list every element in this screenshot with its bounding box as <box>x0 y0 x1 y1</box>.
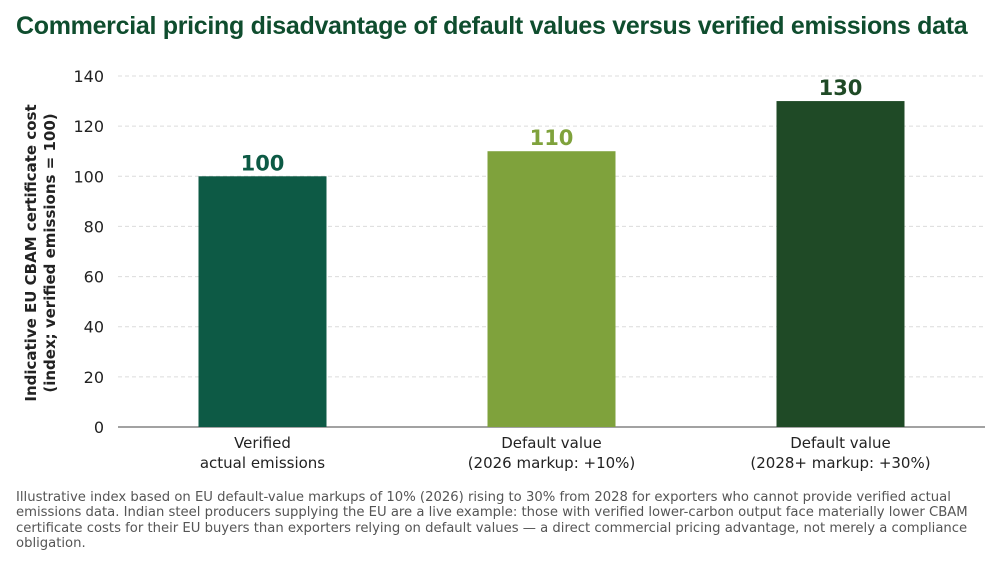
x-tick-label: (2026 markup: +10%) <box>468 454 636 472</box>
y-tick-label: 40 <box>84 318 104 337</box>
x-tick-label: (2028+ markup: +30%) <box>750 454 930 472</box>
x-tick-label: Default value <box>501 434 602 452</box>
y-tick-label: 80 <box>84 217 104 236</box>
bar-value-label: 100 <box>241 151 285 175</box>
chart-title: Commercial pricing disadvantage of defau… <box>16 12 968 40</box>
x-axis-ticks: Verified actual emissions Default value (20… <box>200 434 931 472</box>
bars: 100 110 130 <box>198 76 905 428</box>
x-tick-label: actual emissions <box>200 454 325 472</box>
bar <box>198 176 327 427</box>
y-tick-label: 20 <box>84 368 104 387</box>
y-tick-label: 100 <box>73 167 104 186</box>
bar <box>776 101 905 428</box>
x-tick-label: Verified <box>234 434 291 452</box>
y-tick-label: 60 <box>84 268 104 287</box>
bar-chart: 0 20 40 60 80 100 120 140 100 110 130 Verified act… <box>73 67 985 472</box>
x-tick-label: Default value <box>790 434 891 452</box>
y-axis-ticks: 0 20 40 60 80 100 120 140 <box>73 67 104 437</box>
y-tick-label: 0 <box>94 418 104 437</box>
bar-value-label: 130 <box>819 76 863 100</box>
y-tick-label: 120 <box>73 117 104 136</box>
bar-value-label: 110 <box>530 126 574 150</box>
y-tick-label: 140 <box>73 67 104 86</box>
bar <box>487 151 616 427</box>
chart-caption: Illustrative index based on EU default-v… <box>16 490 968 552</box>
